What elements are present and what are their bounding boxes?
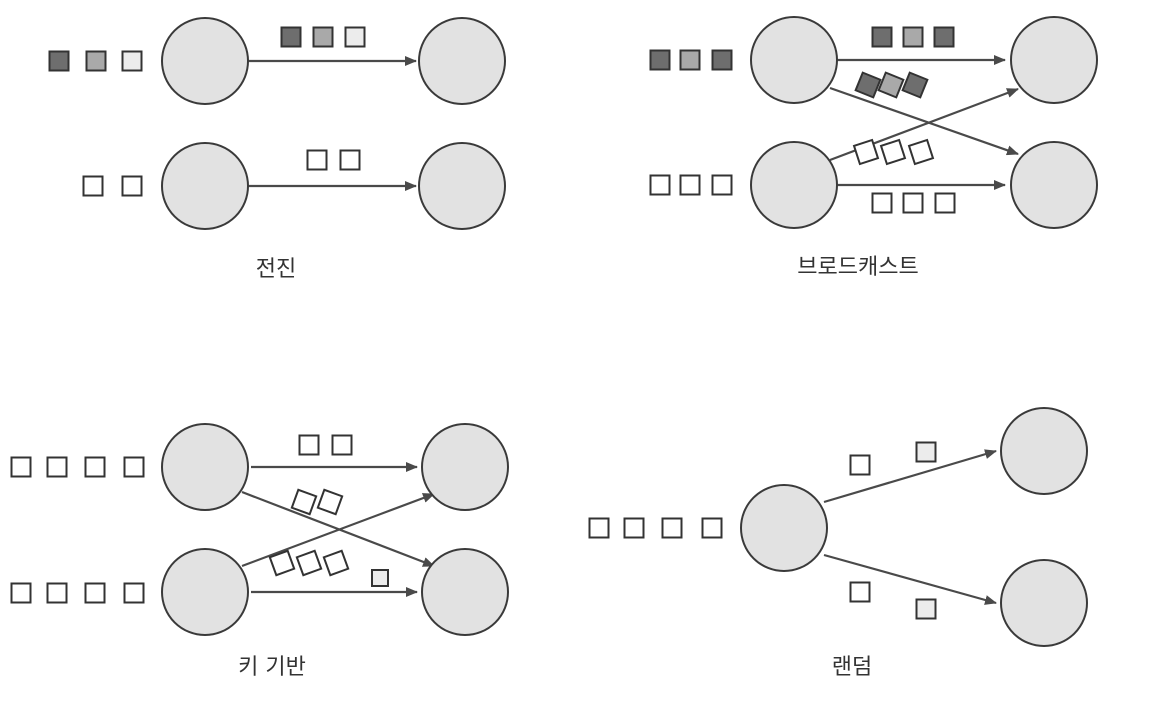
tuple-square bbox=[322, 549, 350, 577]
node-circle bbox=[421, 548, 509, 636]
node-circle bbox=[418, 17, 506, 105]
tuple-square bbox=[701, 517, 723, 539]
node-circle bbox=[1000, 407, 1088, 495]
tuple-square bbox=[879, 138, 907, 166]
node-circle bbox=[161, 142, 249, 230]
tuple-square bbox=[280, 26, 302, 48]
tuple-square bbox=[316, 488, 344, 516]
panel-broadcast bbox=[649, 16, 1098, 229]
arrow bbox=[241, 492, 435, 568]
tuple-square bbox=[902, 26, 924, 48]
tuple-square bbox=[915, 598, 937, 620]
node-circle bbox=[418, 142, 506, 230]
tuple-square bbox=[331, 434, 353, 456]
panel-random bbox=[588, 407, 1088, 647]
tuple-square bbox=[10, 456, 32, 478]
tuple-square bbox=[933, 26, 955, 48]
node-circle bbox=[740, 484, 828, 572]
tuple-square bbox=[852, 138, 880, 166]
tuple-square bbox=[84, 582, 106, 604]
tuple-square bbox=[121, 50, 143, 72]
node-circle bbox=[1000, 559, 1088, 647]
tuple-square bbox=[849, 454, 871, 476]
tuple-square bbox=[339, 149, 361, 171]
node-circle bbox=[750, 16, 838, 104]
tuple-square bbox=[679, 174, 701, 196]
tuple-square bbox=[902, 192, 924, 214]
tuple-square bbox=[298, 434, 320, 456]
node-circle bbox=[1010, 16, 1098, 104]
tuple-square bbox=[10, 582, 32, 604]
tuple-square bbox=[661, 517, 683, 539]
tuple-square bbox=[268, 549, 296, 577]
node-circle bbox=[161, 548, 249, 636]
tuple-square bbox=[306, 149, 328, 171]
tuple-square bbox=[82, 175, 104, 197]
tuple-square bbox=[649, 174, 671, 196]
node-circle bbox=[161, 423, 249, 511]
tuple-square bbox=[711, 174, 733, 196]
tuple-square bbox=[901, 71, 929, 99]
tuple-square bbox=[854, 71, 882, 99]
tuple-square bbox=[588, 517, 610, 539]
tuple-square bbox=[871, 192, 893, 214]
tuple-square bbox=[871, 26, 893, 48]
panel-key-based bbox=[10, 423, 509, 636]
caption-key-based: 키 기반 bbox=[238, 655, 306, 680]
arrow bbox=[823, 449, 997, 504]
node-circle bbox=[161, 17, 249, 105]
tuple-square bbox=[623, 517, 645, 539]
tuple-square bbox=[48, 50, 70, 72]
tuple-square bbox=[371, 569, 389, 587]
tuple-square bbox=[46, 456, 68, 478]
tuple-square bbox=[123, 456, 145, 478]
tuple-square bbox=[915, 441, 937, 463]
node-circle bbox=[1010, 141, 1098, 229]
arrow bbox=[829, 86, 1019, 156]
tuple-square bbox=[934, 192, 956, 214]
tuple-square bbox=[123, 582, 145, 604]
tuple-square bbox=[121, 175, 143, 197]
tuple-square bbox=[290, 488, 318, 516]
caption-random: 랜덤 bbox=[832, 655, 872, 680]
caption-broadcast: 브로드캐스트 bbox=[797, 255, 918, 280]
tuple-square bbox=[344, 26, 366, 48]
tuple-square bbox=[711, 49, 733, 71]
tuple-square bbox=[907, 138, 935, 166]
tuple-square bbox=[46, 582, 68, 604]
tuple-square bbox=[85, 50, 107, 72]
tuple-square bbox=[679, 49, 701, 71]
tuple-square bbox=[312, 26, 334, 48]
tuple-square bbox=[877, 71, 905, 99]
tuple-square bbox=[649, 49, 671, 71]
caption-forward: 전진 bbox=[256, 257, 296, 282]
panel-forward bbox=[48, 17, 506, 230]
tuple-square bbox=[84, 456, 106, 478]
tuple-square bbox=[849, 581, 871, 603]
node-circle bbox=[421, 423, 509, 511]
node-circle bbox=[750, 141, 838, 229]
tuple-square bbox=[295, 549, 323, 577]
arrow bbox=[823, 553, 997, 605]
